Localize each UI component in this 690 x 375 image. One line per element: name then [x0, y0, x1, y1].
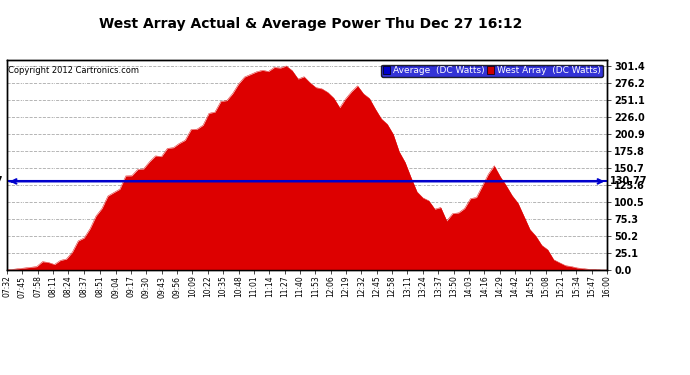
Text: 130.77: 130.77 [610, 176, 648, 186]
Text: West Array Actual & Average Power Thu Dec 27 16:12: West Array Actual & Average Power Thu De… [99, 17, 522, 31]
Text: Copyright 2012 Cartronics.com: Copyright 2012 Cartronics.com [8, 66, 139, 75]
Legend: Average  (DC Watts), West Array  (DC Watts): Average (DC Watts), West Array (DC Watts… [381, 64, 602, 77]
Text: 130.77: 130.77 [0, 176, 4, 186]
